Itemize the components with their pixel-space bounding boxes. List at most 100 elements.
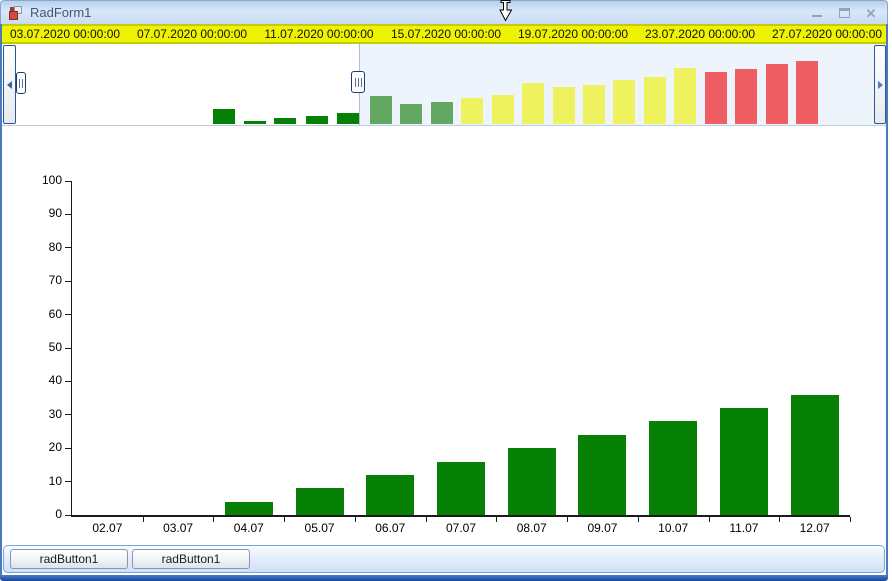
range-right-thumb[interactable] <box>351 71 365 93</box>
window-border-bottom[interactable] <box>0 575 888 581</box>
range-selector <box>0 44 888 126</box>
rad-button-2[interactable]: radButton1 <box>132 549 250 569</box>
app-icon-back-square <box>14 6 22 14</box>
x-axis-line <box>71 515 850 517</box>
x-axis-category-label: 03.07 <box>163 521 194 535</box>
x-axis-tick <box>708 517 710 522</box>
y-axis-tick-label: 20 <box>48 440 62 455</box>
timeline-label: 23.07.2020 00:00:00 <box>644 27 756 41</box>
main-chart-bar <box>578 434 627 515</box>
thumb-grip-icon <box>357 77 359 87</box>
close-icon: ✕ <box>865 5 877 21</box>
left-arrow-icon <box>7 80 12 89</box>
y-axis-tick <box>65 447 71 449</box>
navigator-bar <box>213 109 235 124</box>
y-axis-tick-label: 90 <box>48 206 62 221</box>
range-left-thumb[interactable] <box>16 72 26 94</box>
x-axis-category-label: 10.07 <box>658 521 689 535</box>
y-axis-tick-label: 50 <box>48 340 62 354</box>
timeline-label: 03.07.2020 00:00:00 <box>9 27 121 41</box>
main-chart-bar <box>437 461 485 515</box>
x-axis-tick <box>284 517 286 522</box>
y-axis-tick-label: 10 <box>48 473 62 488</box>
x-axis-category-label: 05.07 <box>304 521 335 535</box>
x-axis-category-label: 07.07 <box>445 521 477 535</box>
y-axis-tick-label: 30 <box>48 406 62 421</box>
x-axis-category-label: 12.07 <box>799 521 830 535</box>
thumb-grip-icon <box>360 77 362 87</box>
timeline-header: 03.07.2020 00:00:00 07.07.2020 00:00:00 11… <box>0 24 888 44</box>
timeline-label: 11.07.2020 00:00:00 <box>264 27 374 41</box>
x-axis-category-label: 04.07 <box>233 521 264 535</box>
x-axis-tick <box>213 517 215 522</box>
navigator-bar <box>431 102 453 124</box>
minimize-button[interactable] <box>809 4 825 22</box>
navigator-bar <box>613 80 635 124</box>
title-bar[interactable]: RadForm1 ✕ <box>0 0 888 24</box>
y-axis-tick <box>65 414 71 416</box>
x-axis-category-label: 09.07 <box>587 521 618 535</box>
maximize-icon <box>838 8 850 18</box>
navigator-bar <box>644 77 666 124</box>
x-axis-tick <box>354 517 356 522</box>
y-axis-tick <box>65 280 71 282</box>
x-axis-category-label: 06.07 <box>375 521 406 535</box>
navigator-scroll-right-button[interactable] <box>874 45 886 124</box>
thumb-grip-icon <box>22 78 23 88</box>
main-chart-bar <box>719 408 768 515</box>
y-axis-tick <box>65 180 71 182</box>
window-border-left <box>0 24 2 575</box>
timeline-label: 15.07.2020 00:00:00 <box>390 27 502 41</box>
y-axis-tick <box>65 213 71 215</box>
x-axis-tick <box>637 517 639 522</box>
navigator-bar <box>674 68 696 124</box>
y-axis-line <box>71 181 72 517</box>
x-axis-category-label: 08.07 <box>516 521 547 535</box>
navigator-bar <box>583 85 605 124</box>
main-chart: 0 10 20 30 40 50 60 70 80 90 100 02.07 03.07 04.07 05.… <box>0 126 888 543</box>
navigator-bar <box>796 61 818 124</box>
main-chart-bar <box>295 488 344 515</box>
navigator-bar <box>553 87 575 124</box>
navigator-scroll-left-button[interactable] <box>3 45 16 124</box>
rad-button-1[interactable]: radButton1 <box>10 549 128 569</box>
drop-down-cursor <box>499 0 513 22</box>
maximize-button[interactable] <box>836 4 852 22</box>
navigator-bar <box>244 121 266 124</box>
app-icon-dot <box>10 7 14 11</box>
y-axis-tick <box>65 247 71 249</box>
x-axis-category-label: 11.07 <box>729 521 759 535</box>
x-axis-tick <box>850 517 851 522</box>
y-axis-tick <box>65 514 71 516</box>
navigator-bar <box>735 69 757 124</box>
y-axis-tick <box>65 314 71 316</box>
timeline-label: 27.07.2020 00:00:00 <box>771 27 883 41</box>
navigator-bar <box>337 113 359 124</box>
navigator-bar <box>370 96 392 124</box>
navigator-bar <box>522 83 544 124</box>
y-axis-tick-label: 100 <box>41 173 62 187</box>
x-axis-tick <box>425 517 427 522</box>
x-axis-tick <box>567 517 569 522</box>
timeline-label: 19.07.2020 00:00:00 <box>517 27 629 41</box>
main-chart-bar <box>790 394 839 515</box>
navigator-bar <box>306 116 328 124</box>
y-axis-tick-label: 0 <box>55 507 62 521</box>
x-axis-tick <box>496 517 498 522</box>
y-axis-tick <box>65 481 71 483</box>
navigator-bar <box>461 98 483 124</box>
x-axis-tick <box>779 517 781 522</box>
close-button[interactable]: ✕ <box>863 4 879 22</box>
y-axis-tick-label: 40 <box>48 373 62 388</box>
y-axis-tick-label: 80 <box>48 239 62 254</box>
y-axis-tick-label: 70 <box>48 273 62 288</box>
main-chart-bar <box>649 421 698 515</box>
y-axis-tick-label: 60 <box>48 306 62 321</box>
navigator-bar <box>400 104 422 124</box>
navigator-bar <box>492 95 514 124</box>
navigator-bar <box>274 118 296 124</box>
window-title: RadForm1 <box>30 5 92 20</box>
main-chart-bar <box>224 501 273 515</box>
